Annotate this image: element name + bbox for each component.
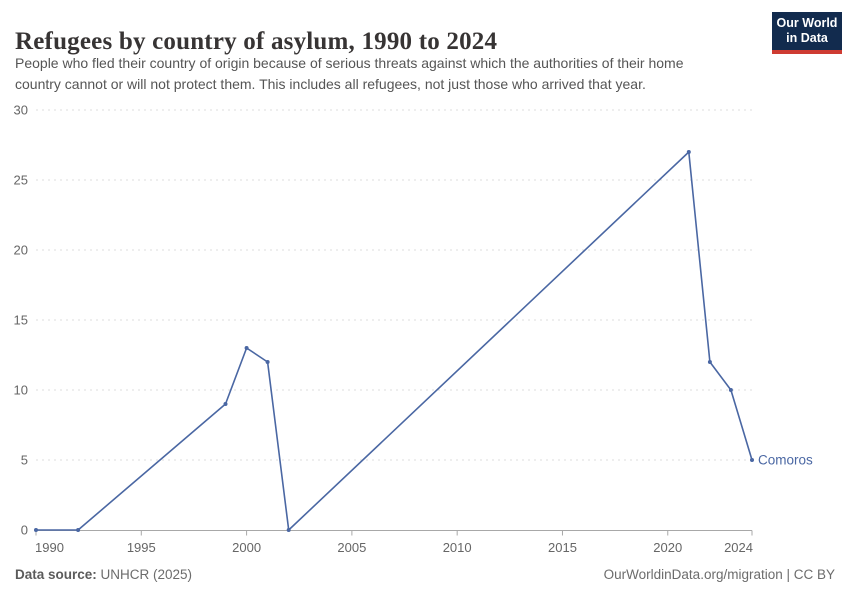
x-axis-tick-label: 2024	[724, 540, 753, 555]
x-axis-tick-label: 2000	[232, 540, 261, 555]
y-axis-tick-label: 5	[21, 453, 28, 468]
data-source-value: UNHCR (2025)	[96, 567, 193, 582]
data-point-marker[interactable]	[223, 402, 228, 406]
x-axis-tick-label: 1995	[127, 540, 156, 555]
chart-footer: Data source: UNHCR (2025) OurWorldinData…	[15, 567, 835, 582]
y-axis-tick-label: 15	[14, 313, 28, 328]
credit-link[interactable]: OurWorldinData.org/migration | CC BY	[603, 567, 835, 582]
y-axis-tick-label: 30	[14, 103, 28, 118]
x-axis-tick-label: 2015	[548, 540, 577, 555]
chart-subtitle-line2: country cannot or will not protect them.…	[15, 76, 646, 92]
owid-logo-line2: in Data	[786, 31, 828, 46]
owid-logo[interactable]: Our World in Data	[772, 12, 842, 54]
data-source-note: Data source: UNHCR (2025)	[15, 567, 192, 582]
x-axis-tick-label: 2020	[653, 540, 682, 555]
line-chart-canvas: 0 5 10 15 20 25 30 1990 1995 2000 2005 2010 2015 2020…	[14, 103, 813, 556]
chart-subtitle-line1: People who fled their country of origin …	[15, 55, 684, 71]
data-line-comoros[interactable]	[36, 151, 753, 531]
y-axis-tick-label: 20	[14, 243, 28, 258]
data-source-label: Data source:	[15, 567, 97, 582]
data-point-marker[interactable]	[286, 528, 291, 532]
data-point-marker[interactable]	[728, 388, 733, 392]
data-point-marker[interactable]	[686, 150, 691, 154]
data-point-marker[interactable]	[265, 360, 270, 364]
chart-title: Refugees by country of asylum, 1990 to 2…	[15, 27, 498, 55]
x-axis-tick-label: 2005	[337, 540, 366, 555]
chart-subtitle: People who fled their country of origin …	[15, 53, 684, 95]
data-point-marker[interactable]	[244, 346, 249, 350]
series-label-comoros[interactable]: Comoros	[758, 453, 813, 468]
data-point-marker[interactable]	[750, 458, 754, 462]
x-axis-tick-label: 2010	[443, 540, 472, 555]
owid-logo-line1: Our World	[776, 16, 838, 30]
y-axis-tick-label: 10	[14, 383, 28, 398]
data-point-marker[interactable]	[34, 528, 38, 532]
data-point-marker[interactable]	[76, 528, 81, 532]
y-axis-tick-label: 25	[14, 173, 28, 188]
data-point-marker[interactable]	[707, 360, 712, 364]
y-axis-tick-label: 0	[21, 523, 28, 538]
x-axis-tick-label: 1990	[35, 540, 64, 555]
